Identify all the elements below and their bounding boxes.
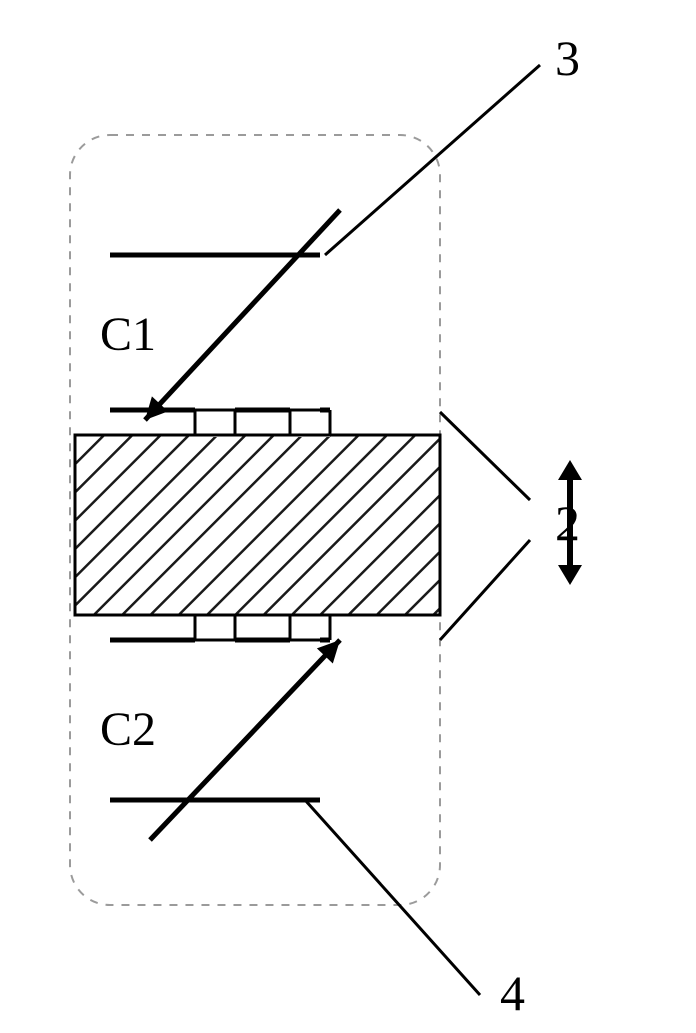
label-n2: 2 (555, 495, 580, 551)
label-n3: 3 (555, 30, 580, 86)
label-c2: C2 (100, 703, 156, 756)
label-n4: 4 (500, 965, 525, 1021)
proof-mass-block (75, 435, 440, 615)
label-c1: C1 (100, 308, 156, 361)
